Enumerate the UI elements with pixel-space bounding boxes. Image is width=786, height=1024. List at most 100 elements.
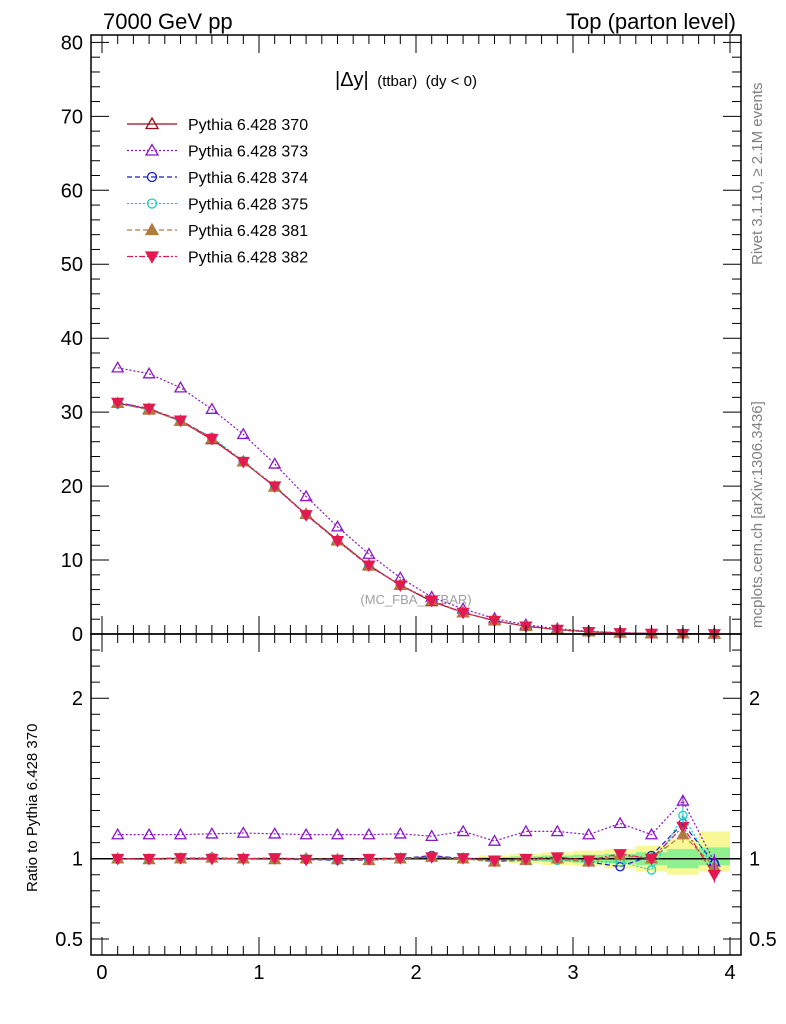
xtick-label: 0	[96, 962, 107, 984]
main-point-s382	[299, 510, 313, 522]
ratio-point-s382	[330, 854, 345, 867]
main-ytick-label: 20	[61, 476, 83, 498]
main-point-s373	[236, 427, 250, 440]
legend-label-s381: Pythia 6.428 381	[188, 223, 308, 240]
ratio-point-s374	[615, 861, 625, 872]
plot-title: |Δy| (ttbar) (dy < 0)	[335, 69, 477, 91]
ratio-point-s382	[550, 852, 564, 864]
main-point-s382	[111, 397, 125, 410]
ratio-point-s373	[519, 824, 533, 837]
main-point-s382	[142, 403, 156, 416]
ratio-point-s382	[236, 853, 250, 866]
ratio-point-s373	[550, 824, 564, 837]
ratio-ytick-label: 1	[72, 849, 83, 871]
legend-label-s375: Pythia 6.428 375	[188, 197, 308, 214]
ratio-ytick-label: 0.5	[55, 929, 83, 951]
ratio-point-s373	[487, 834, 502, 846]
legend-marker-s373	[144, 143, 160, 156]
ratio-ytick-label-right: 2	[749, 688, 760, 710]
ratio-point-s382	[487, 855, 502, 868]
ratio-point-s382	[519, 853, 533, 866]
ratio-ylabel: Ratio to Pythia 6.428 370	[24, 724, 41, 892]
ratio-point-s373	[173, 827, 188, 840]
axes-frames: 0 10 20 30 40 50 60 70 80 0 1 2 3 4 0.5 0.5 1 1 2 2	[55, 32, 777, 984]
main-point-s382	[393, 580, 407, 593]
main-ytick-label: 70	[61, 106, 83, 128]
plot-title-main: |Δy|	[335, 69, 369, 91]
mcplots-label: mcplots.cern.ch [arXiv:1306.3436]	[749, 401, 766, 628]
legend-marker-s375	[146, 198, 158, 209]
ratio-point-s382	[425, 852, 439, 864]
main-ytick-label: 80	[61, 32, 83, 54]
ratio-point-s382	[268, 853, 282, 865]
header-right: Top (parton level)	[566, 9, 736, 34]
plot-title-sub2: (dy < 0)	[426, 73, 477, 90]
legend-marker-s382	[144, 251, 160, 264]
ratio-point-s373	[111, 827, 125, 840]
main-point-s382	[330, 536, 345, 548]
ratio-line-s375	[117, 814, 715, 871]
ratio-point-s375	[646, 865, 657, 875]
ratio-point-s373	[142, 827, 156, 840]
ratio-point-s382	[582, 855, 596, 868]
ratio-point-s382	[613, 849, 627, 861]
rivet-label: Rivet 3.1.10, ≥ 2.1M events	[749, 83, 766, 266]
main-point-s373	[268, 457, 282, 469]
main-point-s382	[425, 595, 439, 608]
ratio-point-s373	[236, 826, 250, 838]
ratio-point-s382	[173, 853, 188, 865]
ratio-point-s382	[644, 853, 659, 866]
legend: Pythia 6.428 370 Pythia 6.428 373 Pythia 6…	[127, 116, 308, 267]
ratio-point-s373	[393, 827, 407, 839]
main-point-s373	[142, 366, 156, 379]
xtick-label: 3	[567, 962, 578, 984]
ratio-point-s373	[362, 827, 376, 840]
legend-marker-s381	[144, 222, 160, 236]
main-point-s373	[173, 380, 188, 393]
ratio-frame	[90, 633, 742, 956]
main-ytick-label: 10	[61, 550, 83, 572]
xtick-label: 2	[410, 962, 421, 984]
header-left: 7000 GeV pp	[103, 9, 233, 34]
main-ytick-label: 40	[61, 328, 83, 350]
ratio-series-s373	[111, 794, 721, 867]
main-point-s373	[362, 547, 376, 559]
main-point-s382	[456, 607, 470, 620]
ratio-point-s373	[456, 824, 470, 837]
main-point-s382	[205, 433, 219, 446]
legend-marker-s374	[146, 171, 158, 183]
ratio-point-s373	[205, 827, 219, 839]
main-point-s373	[205, 402, 219, 414]
ratio-point-s382	[142, 853, 156, 866]
ratio-point-s373	[268, 827, 282, 839]
ratio-point-s382	[205, 853, 219, 866]
ratio-point-s382	[299, 854, 313, 867]
ratio-point-s373	[425, 829, 439, 842]
plot-title-sub1: (ttbar)	[377, 73, 417, 90]
main-point-s382	[236, 456, 250, 469]
ratio-point-s373	[644, 827, 659, 840]
analysis-watermark: (MC_FBA_TTBAR)	[360, 592, 471, 607]
ratio-ytick-label-right: 1	[749, 849, 760, 871]
legend-marker-s370	[144, 116, 160, 130]
main-point-s382	[268, 481, 282, 493]
legend-label-s373: Pythia 6.428 373	[188, 144, 308, 161]
main-point-s373	[330, 519, 345, 532]
ratio-point-s373	[613, 816, 627, 829]
main-point-s382	[173, 415, 188, 428]
main-point-s373	[299, 489, 313, 502]
main-ytick-label: 0	[72, 624, 83, 646]
main-ytick-label: 30	[61, 402, 83, 424]
ratio-point-s373	[582, 827, 596, 840]
ratio-point-s373	[330, 827, 345, 840]
series-layer	[111, 360, 721, 883]
main-point-s373	[111, 360, 125, 373]
xtick-label: 1	[253, 962, 264, 984]
ratio-point-s382	[456, 853, 470, 865]
xtick-label: 4	[724, 962, 735, 984]
ratio-point-s382	[362, 853, 376, 866]
ratio-point-s382	[111, 853, 125, 866]
main-series-s382	[111, 397, 721, 641]
ratio-ytick-label: 2	[72, 688, 83, 710]
